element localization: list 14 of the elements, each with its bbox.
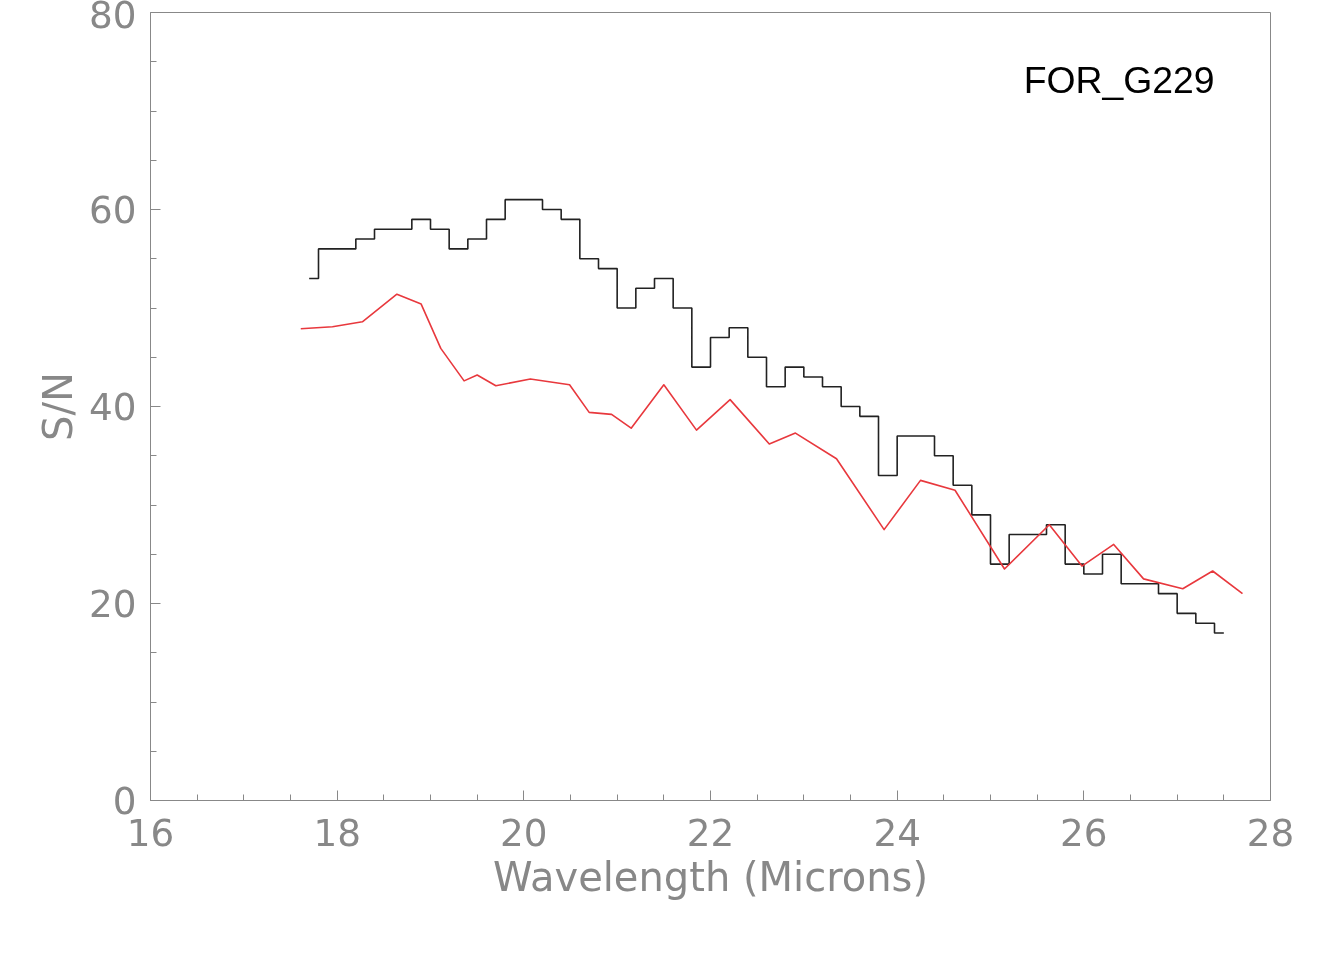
x-tick-label: 28 (1246, 810, 1295, 855)
x-tick-label: 24 (873, 810, 921, 855)
y-tick-label: 40 (89, 385, 137, 429)
x-tick-label: 22 (686, 810, 735, 855)
line-series (299, 293, 1244, 595)
x-tick-label: 26 (1060, 810, 1108, 855)
x-axis-title: Wavelength (Microns) (492, 853, 929, 900)
x-tick-label: 20 (500, 810, 548, 855)
y-tick-label: 20 (89, 582, 137, 626)
y-tick-label: 60 (89, 188, 137, 232)
y-tick-label: 80 (89, 0, 137, 37)
x-tick-label: 18 (313, 810, 361, 855)
annotation: FOR_G229 (1023, 59, 1215, 102)
y-axis-title: S/N (35, 372, 81, 441)
